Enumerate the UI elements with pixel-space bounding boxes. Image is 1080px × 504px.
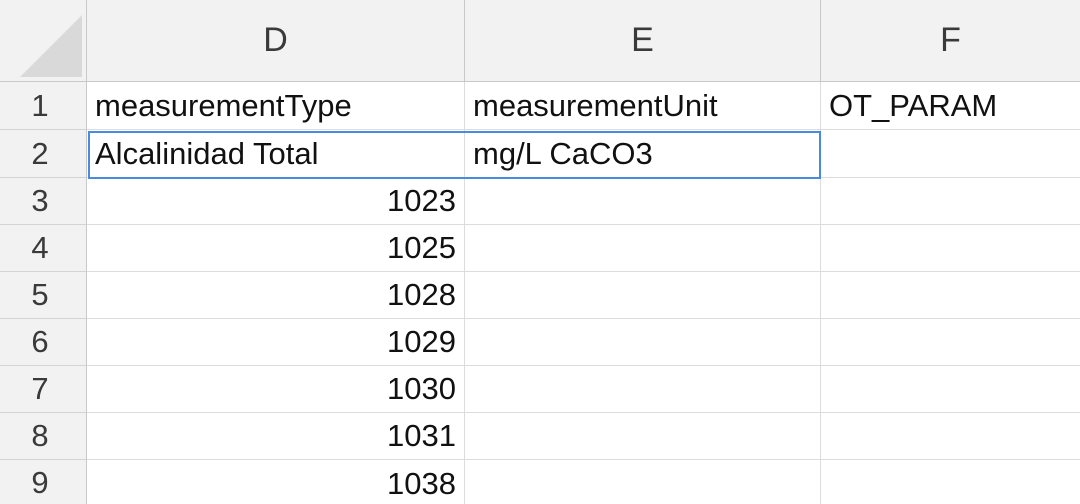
cell-e4[interactable] xyxy=(465,225,821,272)
cell-e1[interactable]: measurementUnit xyxy=(465,82,821,130)
row-header-7[interactable]: 7 xyxy=(0,366,87,413)
row-header-8[interactable]: 8 xyxy=(0,413,87,460)
row-header-9[interactable]: 9 xyxy=(0,460,87,504)
row-header-4[interactable]: 4 xyxy=(0,225,87,272)
cell-e7[interactable] xyxy=(465,366,821,413)
row-header-6[interactable]: 6 xyxy=(0,319,87,366)
cell-f8[interactable] xyxy=(821,413,1080,460)
cell-f1[interactable]: OT_PARAM xyxy=(821,82,1080,130)
cell-f2[interactable] xyxy=(821,130,1080,178)
select-all-corner[interactable] xyxy=(0,0,87,82)
cell-f6[interactable] xyxy=(821,319,1080,366)
cell-e2[interactable]: mg/L CaCO3 xyxy=(465,130,821,178)
cell-e8[interactable] xyxy=(465,413,821,460)
cell-d3[interactable]: 1023 xyxy=(87,178,465,225)
cell-d4[interactable]: 1025 xyxy=(87,225,465,272)
row-header-1[interactable]: 1 xyxy=(0,82,87,130)
cell-f5[interactable] xyxy=(821,272,1080,319)
column-header-d[interactable]: D xyxy=(87,0,465,82)
cell-e5[interactable] xyxy=(465,272,821,319)
row-header-5[interactable]: 5 xyxy=(0,272,87,319)
row-header-3[interactable]: 3 xyxy=(0,178,87,225)
cell-e9[interactable] xyxy=(465,460,821,504)
column-header-e[interactable]: E xyxy=(465,0,821,82)
cell-d8[interactable]: 1031 xyxy=(87,413,465,460)
cell-d9[interactable]: 1038 xyxy=(87,460,465,504)
cell-d2[interactable]: Alcalinidad Total xyxy=(87,130,465,178)
cell-e3[interactable] xyxy=(465,178,821,225)
cell-d6[interactable]: 1029 xyxy=(87,319,465,366)
cell-f3[interactable] xyxy=(821,178,1080,225)
column-header-f[interactable]: F xyxy=(821,0,1080,82)
row-header-2[interactable]: 2 xyxy=(0,130,87,178)
select-all-triangle-icon xyxy=(20,15,82,77)
cell-f4[interactable] xyxy=(821,225,1080,272)
cell-d5[interactable]: 1028 xyxy=(87,272,465,319)
cell-f7[interactable] xyxy=(821,366,1080,413)
cell-d1[interactable]: measurementType xyxy=(87,82,465,130)
cell-f9[interactable] xyxy=(821,460,1080,504)
cell-e6[interactable] xyxy=(465,319,821,366)
cell-d7[interactable]: 1030 xyxy=(87,366,465,413)
